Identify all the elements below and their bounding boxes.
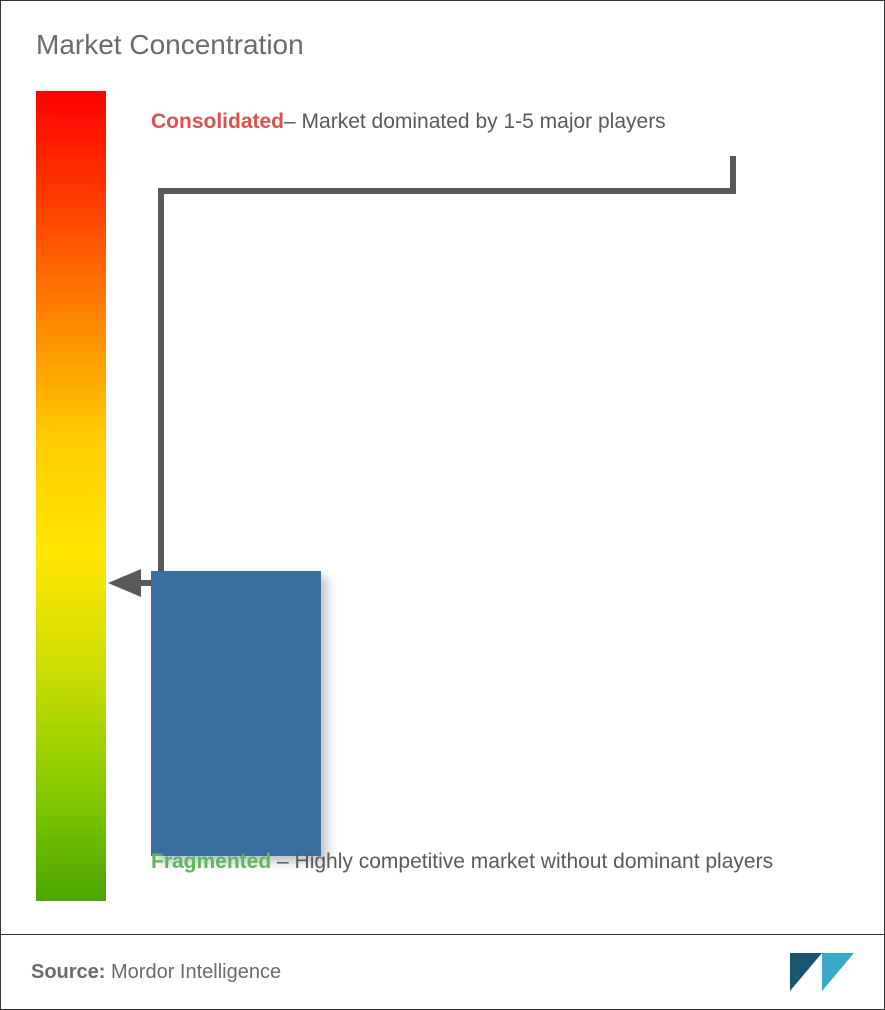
chart-area: Consolidated– Market dominated by 1-5 ma…: [1, 81, 884, 911]
chart-footer: Source: Mordor Intelligence: [1, 934, 884, 1009]
market-position-indicator: [151, 571, 321, 856]
mordor-logo-icon: [790, 953, 854, 991]
chart-container: Market Concentration Consolidated– Marke…: [0, 0, 885, 1010]
concentration-gradient-bar: [36, 91, 106, 901]
fragmented-term: Fragmented: [151, 850, 271, 873]
consolidated-term: Consolidated: [151, 110, 284, 133]
fragmented-description: – Highly competitive market without domi…: [271, 850, 773, 873]
source-value: Mordor Intelligence: [105, 961, 281, 983]
chart-title: Market Concentration: [1, 1, 884, 81]
source-label: Source:: [31, 961, 105, 983]
indicator-arrow: [106, 131, 756, 601]
fragmented-label: Fragmented – Highly competitive market w…: [151, 836, 773, 889]
consolidated-label: Consolidated– Market dominated by 1-5 ma…: [151, 96, 666, 149]
source-attribution: Source: Mordor Intelligence: [31, 961, 281, 984]
consolidated-description: – Market dominated by 1-5 major players: [284, 110, 666, 133]
